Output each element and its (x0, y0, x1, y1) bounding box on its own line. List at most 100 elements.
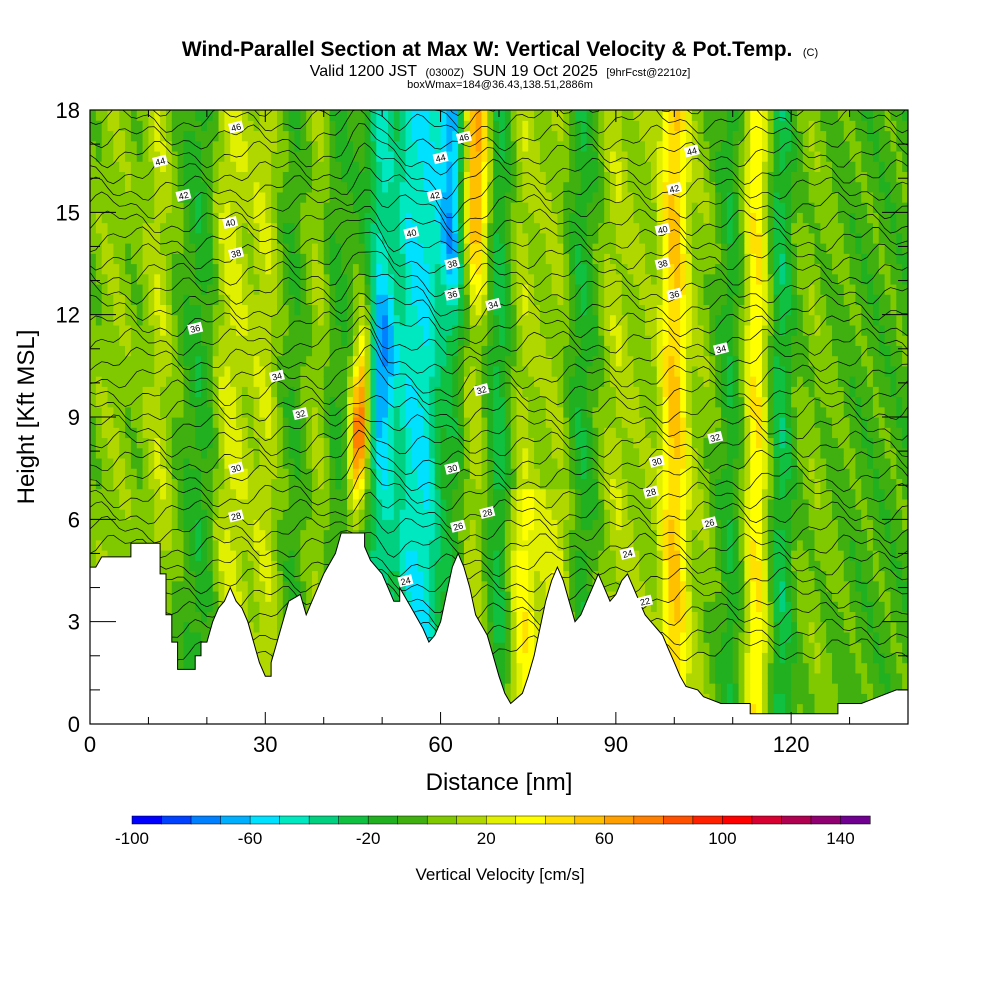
velocity-cell (452, 427, 459, 439)
velocity-cell (247, 550, 255, 561)
velocity-cell (312, 457, 319, 469)
velocity-cell (499, 498, 506, 510)
velocity-cell (218, 120, 225, 132)
velocity-cell (551, 457, 559, 469)
subtitle-utc: (0300Z) (426, 67, 465, 79)
velocity-cell (347, 273, 354, 285)
velocity-cell (171, 243, 179, 254)
velocity-cell (510, 376, 518, 387)
velocity-cell (481, 283, 488, 295)
velocity-cell (335, 488, 342, 500)
velocity-cell (253, 386, 261, 398)
velocity-cell (399, 140, 407, 152)
velocity-cell (370, 243, 377, 254)
velocity-cell (206, 222, 214, 234)
velocity-cell (271, 570, 278, 582)
velocity-cell (265, 519, 272, 531)
velocity-cell (142, 294, 150, 306)
velocity-cell (364, 396, 372, 408)
velocity-cell (276, 376, 284, 387)
velocity-cell (312, 376, 319, 387)
velocity-cell (399, 212, 407, 224)
velocity-cell (358, 498, 366, 510)
velocity-cell (352, 120, 360, 132)
velocity-cell (218, 110, 225, 121)
velocity-cell (177, 457, 185, 469)
velocity-cell (458, 396, 465, 408)
velocity-cell (95, 181, 103, 193)
velocity-cell (142, 406, 150, 418)
velocity-cell (545, 140, 553, 152)
velocity-cell (452, 468, 459, 479)
velocity-cell (265, 283, 272, 295)
velocity-cell (90, 110, 97, 121)
velocity-cell (440, 110, 448, 121)
velocity-cell (382, 468, 389, 479)
velocity-cell (423, 150, 430, 162)
velocity-cell (224, 365, 231, 377)
velocity-cell (259, 662, 266, 674)
velocity-cell (288, 488, 296, 500)
velocity-cell (259, 427, 266, 439)
velocity-cell (428, 253, 436, 265)
velocity-cell (545, 212, 553, 224)
velocity-cell (440, 519, 448, 531)
velocity-cell (393, 539, 401, 551)
velocity-cell (364, 406, 372, 418)
velocity-cell (148, 161, 155, 172)
velocity-cell (195, 498, 202, 510)
velocity-cell (423, 283, 430, 295)
velocity-cell (347, 263, 354, 275)
velocity-cell (183, 631, 190, 643)
velocity-cell (241, 427, 249, 439)
velocity-cell (329, 468, 336, 479)
velocity-cell (487, 335, 494, 346)
velocity-cell (247, 396, 255, 408)
velocity-cell (154, 427, 161, 439)
velocity-cell (177, 273, 185, 285)
velocity-cell (136, 376, 144, 387)
velocity-cell (370, 212, 377, 224)
velocity-cell (206, 519, 214, 531)
velocity-cell (282, 488, 290, 500)
velocity-cell (165, 120, 173, 132)
velocity-cell (428, 171, 436, 183)
velocity-cell (493, 243, 500, 254)
velocity-cell (282, 140, 290, 152)
velocity-cell (171, 110, 179, 121)
velocity-cell (288, 447, 296, 459)
velocity-cell (148, 294, 155, 306)
velocity-cell (177, 355, 185, 367)
velocity-cell (247, 171, 255, 183)
velocity-cell (300, 263, 307, 275)
velocity-cell (113, 191, 120, 203)
velocity-cell (142, 304, 150, 316)
velocity-cell (271, 263, 278, 275)
velocity-cell (294, 355, 301, 367)
velocity-cell (481, 335, 488, 346)
velocity-cell (294, 304, 301, 316)
velocity-cell (376, 529, 383, 541)
velocity-cell (306, 590, 313, 602)
velocity-cell (212, 355, 220, 367)
velocity-cell (306, 232, 313, 244)
velocity-cell (446, 171, 453, 183)
velocity-cell (212, 529, 220, 541)
velocity-cell (265, 478, 272, 490)
velocity-cell (423, 427, 430, 439)
velocity-cell (95, 222, 103, 234)
velocity-cell (195, 253, 202, 265)
velocity-cell (341, 212, 348, 224)
velocity-cell (347, 386, 354, 398)
velocity-cell (364, 386, 372, 398)
velocity-cell (481, 120, 488, 132)
velocity-cell (259, 590, 266, 602)
velocity-cell (282, 202, 290, 213)
velocity-cell (446, 529, 453, 541)
velocity-cell (440, 314, 448, 326)
velocity-cell (189, 232, 196, 244)
velocity-cell (177, 140, 185, 152)
velocity-cell (230, 304, 237, 316)
velocity-cell (171, 519, 179, 531)
velocity-cell (142, 161, 150, 172)
